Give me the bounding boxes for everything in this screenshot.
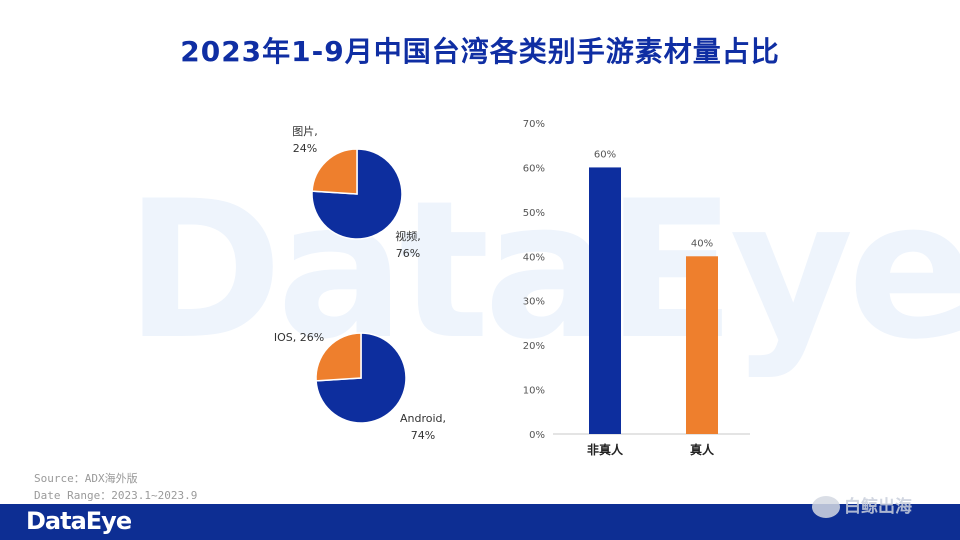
pie-chart-platform: Android, 74% IOS, 26% xyxy=(274,331,446,442)
corner-watermark: 白鲸出海 xyxy=(812,492,912,518)
page-title: 2023年1-9月中国台湾各类别手游素材量占比 xyxy=(180,35,780,68)
source-note: Source：ADX海外版 xyxy=(34,472,138,485)
background-watermark: DataEye xyxy=(125,160,960,381)
bar-y-tick-7: 70% xyxy=(523,119,545,130)
pie1-value-0: 76% xyxy=(396,247,420,260)
chart-canvas: 视频, 76% 图片, 24% Android, 74% IOS, 26% 0% 10% 20… xyxy=(274,119,750,457)
bar-chart-real-person: 0% 10% 20% 30% 40% 50% 60% 70% 60% 非真人 40% 真人 xyxy=(523,119,750,457)
bar-data-label-1: 40% xyxy=(691,238,713,249)
bar-y-tick-4: 40% xyxy=(523,252,545,263)
pie2-value-0: 74% xyxy=(411,429,435,442)
pie1-label-0: 视频, xyxy=(395,229,421,243)
bar-y-tick-3: 30% xyxy=(523,297,545,308)
pie2-label-1: IOS, 26% xyxy=(274,331,324,344)
pie1-label-1: 图片, xyxy=(292,125,318,138)
bar-data-label-0: 60% xyxy=(594,149,616,160)
bar-y-tick-2: 20% xyxy=(523,341,545,352)
bar-category-label-0: 非真人 xyxy=(587,442,624,457)
bar-y-tick-5: 50% xyxy=(523,208,545,219)
bar-1 xyxy=(686,256,718,434)
pie-chart-media-type: 视频, 76% 图片, 24% xyxy=(292,125,421,260)
pie2-slice-1 xyxy=(315,332,362,382)
bar-y-tick-6: 60% xyxy=(523,163,545,174)
bar-y-tick-1: 10% xyxy=(523,386,545,397)
corner-watermark-text: 白鲸出海 xyxy=(844,497,912,517)
wechat-icon xyxy=(812,496,840,518)
bar-category-label-1: 真人 xyxy=(690,442,715,457)
footer-logo: DataEye xyxy=(26,507,132,535)
footer-bar: DataEye xyxy=(0,504,960,540)
bar-0 xyxy=(589,167,621,434)
pie1-value-1: 24% xyxy=(293,142,317,155)
pie1-slice-1 xyxy=(311,148,358,195)
bar-y-tick-0: 0% xyxy=(529,430,545,441)
date-range-note: Date Range：2023.1~2023.9 xyxy=(34,489,198,502)
pie2-label-0: Android, xyxy=(400,412,446,425)
